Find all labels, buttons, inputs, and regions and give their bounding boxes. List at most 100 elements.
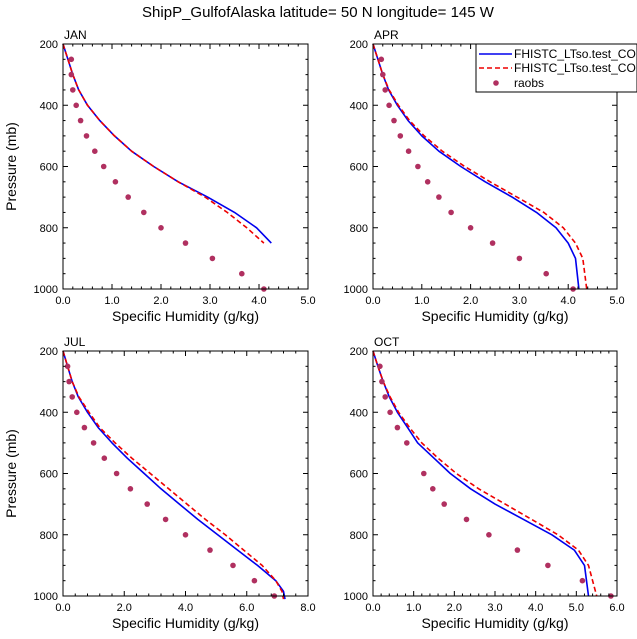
panel-label: JUL bbox=[64, 335, 86, 349]
raobs-point bbox=[112, 179, 119, 185]
raobs-point bbox=[467, 225, 474, 231]
raobs-point bbox=[101, 455, 108, 462]
plot-area bbox=[372, 350, 614, 599]
x-tick-label: 0.0 bbox=[365, 295, 380, 307]
x-tick-label: 2.0 bbox=[117, 602, 132, 614]
raobs-point bbox=[239, 270, 245, 277]
raobs-point bbox=[397, 133, 404, 139]
raobs-point bbox=[380, 71, 386, 78]
raobs-point bbox=[391, 117, 397, 124]
y-tick-label: 1000 bbox=[34, 591, 58, 603]
plot-area bbox=[62, 43, 272, 292]
series-line-solid bbox=[62, 350, 286, 600]
x-tick-label: 0.0 bbox=[55, 295, 70, 307]
y-tick-label: 200 bbox=[40, 346, 58, 358]
y-tick-label: 600 bbox=[40, 162, 58, 174]
y-tick-label: 400 bbox=[40, 100, 58, 112]
x-tick-label: 0.0 bbox=[55, 602, 70, 614]
y-tick-label: 200 bbox=[40, 39, 58, 51]
legend-label-model-a: FHISTC_LTso.test_CO bbox=[514, 47, 636, 61]
series-line-dashed bbox=[62, 43, 265, 244]
raobs-point bbox=[64, 363, 71, 370]
panel-label: OCT bbox=[374, 335, 400, 349]
raobs-point bbox=[545, 562, 551, 569]
y-tick-label: 200 bbox=[350, 346, 368, 358]
plot-frame bbox=[62, 43, 309, 290]
panel-label: JAN bbox=[64, 28, 87, 42]
raobs-point bbox=[448, 209, 454, 216]
raobs-point bbox=[207, 547, 213, 553]
raobs-point bbox=[430, 486, 436, 492]
raobs-point bbox=[415, 163, 421, 170]
raobs-point bbox=[100, 163, 107, 170]
x-tick-label: 2.0 bbox=[463, 295, 478, 307]
legend-label-model-b: FHISTC_LTso.test_CO bbox=[514, 61, 636, 75]
y-tick-label: 800 bbox=[40, 530, 58, 542]
series-line-solid bbox=[62, 43, 272, 244]
y-tick-label: 400 bbox=[40, 407, 58, 419]
raobs-point bbox=[74, 409, 80, 416]
x-tick-label: 6.0 bbox=[239, 602, 254, 614]
y-axis-label: Pressure (mb) bbox=[3, 122, 19, 211]
panel-jul: 0.0 2.0 4.0 6.0 8.0 200 400 600 800 1000 JUL Specif… bbox=[3, 335, 316, 631]
raobs-point bbox=[209, 255, 216, 262]
raobs-point bbox=[404, 440, 410, 446]
raobs-point bbox=[424, 179, 431, 185]
plot-area bbox=[62, 350, 286, 600]
raobs-point bbox=[127, 486, 134, 492]
y-tick-label: 800 bbox=[350, 223, 368, 235]
x-tick-label: 4.0 bbox=[251, 295, 266, 307]
legend-box bbox=[475, 43, 637, 93]
raobs-point bbox=[70, 87, 76, 93]
x-tick-label: 1.0 bbox=[406, 602, 421, 614]
panel-jan: 0.0 1.0 2.0 3.0 4.0 5.0 200 400 600 800 1000 JAN Spe… bbox=[3, 28, 316, 324]
x-tick-label: 0.0 bbox=[365, 602, 380, 614]
raobs-point bbox=[230, 562, 236, 569]
raobs-point bbox=[90, 440, 97, 446]
x-tick-label: 3.0 bbox=[512, 295, 527, 307]
x-axis-label: Specific Humidity (g/kg) bbox=[421, 615, 568, 631]
y-tick-label: 800 bbox=[350, 530, 368, 542]
y-tick-label: 1000 bbox=[344, 591, 368, 603]
raobs-point bbox=[463, 516, 470, 523]
x-tick-label: 8.0 bbox=[300, 602, 315, 614]
raobs-point bbox=[516, 255, 523, 262]
raobs-point bbox=[377, 363, 383, 370]
raobs-point bbox=[81, 424, 88, 431]
x-tick-label: 6.0 bbox=[609, 602, 624, 614]
raobs-point bbox=[158, 225, 164, 231]
y-tick-label: 600 bbox=[350, 162, 368, 174]
y-tick-label: 1000 bbox=[344, 284, 368, 296]
plot-area bbox=[372, 43, 588, 292]
raobs-point bbox=[66, 378, 72, 385]
raobs-point bbox=[387, 409, 393, 416]
legend-marker-raobs bbox=[493, 80, 499, 86]
plot-frame bbox=[62, 350, 309, 597]
raobs-point bbox=[382, 394, 389, 400]
x-axis-label: Specific Humidity (g/kg) bbox=[112, 308, 259, 324]
raobs-point bbox=[394, 424, 401, 431]
raobs-point bbox=[182, 240, 189, 246]
x-tick-label: 2.0 bbox=[447, 602, 462, 614]
legend-label-raobs: raobs bbox=[514, 76, 544, 90]
y-tick-label: 400 bbox=[350, 100, 368, 112]
series-line-dashed bbox=[372, 350, 598, 597]
panels: 0.0 1.0 2.0 3.0 4.0 5.0 200 400 600 800 1000 JAN Spe… bbox=[3, 28, 625, 631]
figure-title: ShipP_GulfofAlaska latitude= 50 N longit… bbox=[142, 4, 495, 21]
y-axis-label: Pressure (mb) bbox=[3, 429, 19, 518]
x-tick-label: 3.0 bbox=[487, 602, 502, 614]
x-tick-label: 2.0 bbox=[153, 295, 168, 307]
raobs-point bbox=[182, 532, 189, 538]
raobs-point bbox=[421, 470, 427, 477]
raobs-point bbox=[77, 117, 84, 124]
raobs-point bbox=[92, 148, 98, 154]
raobs-point bbox=[436, 194, 442, 200]
y-tick-label: 200 bbox=[350, 39, 368, 51]
raobs-point bbox=[514, 547, 521, 553]
raobs-point bbox=[405, 148, 412, 154]
raobs-point bbox=[68, 71, 75, 78]
raobs-point bbox=[69, 394, 75, 400]
x-tick-label: 5.0 bbox=[609, 295, 624, 307]
x-tick-label: 4.0 bbox=[561, 295, 576, 307]
